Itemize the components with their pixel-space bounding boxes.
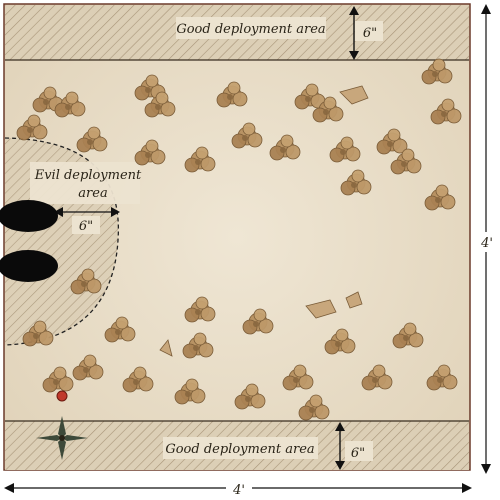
evil-zone-label-line2: area: [78, 186, 107, 201]
side-dimension: 4': [476, 4, 496, 474]
evil-zone-radius: 6": [79, 219, 93, 234]
bottom-zone-depth: 6": [351, 446, 365, 461]
boulder-icon: [339, 85, 369, 105]
boulder-icon: [159, 339, 173, 357]
bottom-dimension: 4': [4, 478, 472, 498]
top-zone-depth: 6": [363, 26, 377, 41]
boulder-icon: [345, 291, 363, 309]
evil-deployment-zone: Evil deployment area 6": [0, 137, 142, 346]
deployment-marker-icon: [0, 200, 58, 232]
top-deployment-zone: Good deployment area 6": [5, 5, 469, 61]
side-length-label: 4': [480, 236, 493, 251]
evil-zone-label-line1: Evil deployment: [34, 168, 142, 183]
bottom-zone-label: Good deployment area: [165, 442, 314, 457]
top-zone-label: Good deployment area: [176, 22, 325, 37]
objective-marker-icon: [56, 390, 68, 402]
boulders: [159, 85, 369, 357]
boulder-icon: [305, 299, 337, 319]
deployment-marker-icon: [0, 250, 58, 282]
compass-rose-icon: [36, 416, 88, 460]
bottom-length-label: 4': [232, 483, 245, 498]
bottom-deployment-zone: Good deployment area 6": [5, 420, 469, 470]
